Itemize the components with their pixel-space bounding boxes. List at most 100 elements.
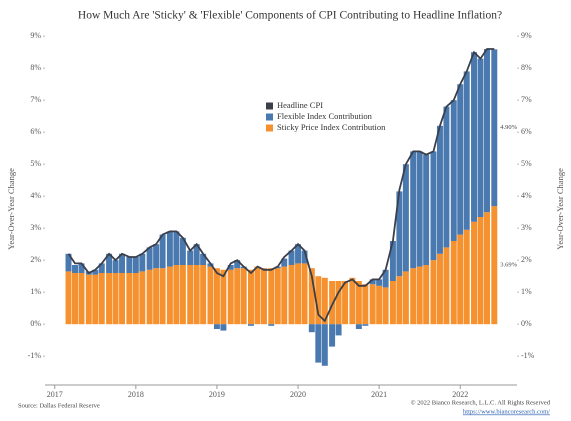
- sticky-bar: [274, 268, 281, 325]
- flexible-bar: [106, 253, 113, 273]
- flexible-bar: [295, 244, 302, 264]
- x-tick-label: 2019: [209, 390, 225, 399]
- sticky-bar: [477, 217, 484, 325]
- flexible-bar: [436, 125, 443, 254]
- cpi-line: [67, 48, 495, 323]
- y-tick-label: 5%: [30, 159, 41, 168]
- sticky-bar: [430, 260, 437, 325]
- x-tick-label: 2021: [371, 390, 387, 399]
- flexible-bar: [463, 71, 470, 230]
- flexible-bar: [112, 260, 119, 273]
- y2-tick-label: 0%: [521, 319, 532, 328]
- sticky-bar: [92, 274, 99, 325]
- flexible-bar: [321, 324, 328, 366]
- sticky-bar: [443, 247, 450, 325]
- sticky-bar: [369, 284, 376, 325]
- flexible-bar: [376, 279, 383, 286]
- sticky-bar: [416, 266, 423, 325]
- sticky-bar: [457, 234, 464, 325]
- flexible-bar: [200, 253, 207, 265]
- sticky-bar: [295, 263, 302, 325]
- flexible-bar: [416, 151, 423, 267]
- y2-tick-label: 4%: [521, 191, 532, 200]
- sticky-bar: [146, 269, 153, 325]
- flexible-bar: [430, 151, 437, 261]
- sticky-bar: [200, 265, 207, 325]
- x-tick-label: 2020: [290, 390, 306, 399]
- flexible-bar: [396, 191, 403, 277]
- flexible-bar: [443, 106, 450, 248]
- sticky-bar: [193, 265, 200, 325]
- y-tick-label: 3%: [30, 223, 41, 232]
- flexible-bar: [268, 324, 275, 326]
- sticky-bar: [396, 276, 403, 325]
- flexible-bar: [213, 324, 220, 329]
- legend-swatch: [266, 124, 273, 132]
- sticky-bar: [288, 265, 295, 325]
- flexible-bar: [126, 257, 133, 273]
- sticky-bar: [355, 281, 362, 325]
- sticky-bar: [335, 281, 342, 325]
- source: Source: Dallas Federal Reserve: [18, 402, 100, 409]
- legend-label: Headline CPI: [277, 100, 323, 110]
- flexible-bar: [92, 269, 99, 275]
- sticky-bar: [362, 284, 369, 325]
- y-tick-label: 4%: [30, 191, 41, 200]
- sticky-bar: [65, 271, 72, 325]
- sticky-bar: [254, 266, 261, 325]
- flexible-bar: [220, 324, 227, 331]
- flexible-bar: [179, 237, 186, 265]
- legend-swatch: [266, 113, 273, 121]
- sticky-bar: [410, 268, 417, 325]
- legend-label: Flexible Index Contribution: [277, 111, 373, 121]
- link[interactable]: https://www.biancoresearch.com/: [463, 408, 550, 415]
- y2-tick-label: -1%: [521, 351, 535, 360]
- flexible-bar: [450, 100, 457, 241]
- sticky-bar: [484, 212, 490, 325]
- sticky-bar: [342, 281, 349, 325]
- sticky-bar: [119, 273, 126, 325]
- sticky-bar: [382, 287, 389, 325]
- sticky-bar: [240, 268, 247, 325]
- flexible-bar: [389, 241, 396, 281]
- y-tick-label: 9%: [30, 31, 41, 40]
- flexible-bar: [308, 324, 315, 333]
- sticky-bar: [179, 265, 186, 325]
- y-tick-label: 8%: [30, 63, 41, 72]
- sticky-bar: [173, 265, 180, 325]
- flexible-bar: [423, 154, 430, 265]
- y2-tick-label: 3%: [521, 223, 532, 232]
- end-label: 3.69%: [500, 262, 517, 269]
- sticky-bar: [436, 253, 443, 325]
- x-tick-label: 2018: [128, 390, 144, 399]
- sticky-bar: [126, 273, 133, 325]
- sticky-bar: [166, 266, 173, 325]
- sticky-bar: [450, 241, 457, 325]
- flexible-bar: [119, 253, 126, 273]
- end-label: 4.90%: [500, 124, 517, 131]
- flexible-bar: [139, 253, 146, 272]
- sticky-bar: [491, 206, 498, 325]
- y-tick-label: -1%: [28, 351, 42, 360]
- sticky-bar: [471, 221, 478, 325]
- flexible-bar: [369, 279, 376, 285]
- sticky-bar: [315, 276, 322, 325]
- sticky-bar: [72, 273, 78, 325]
- flexible-bar: [78, 263, 85, 273]
- flexible-bar: [382, 269, 389, 288]
- sticky-bar: [139, 271, 146, 325]
- flexible-bar: [193, 244, 200, 265]
- sticky-bar: [106, 273, 113, 325]
- chart-title: How Much Are 'Sticky' & 'Flexible' Compo…: [78, 10, 502, 22]
- y2-tick-label: 9%: [521, 31, 532, 40]
- flexible-bar: [248, 324, 254, 326]
- sticky-bar: [349, 277, 356, 325]
- sticky-bar: [159, 268, 166, 325]
- sticky-bar: [402, 271, 409, 325]
- sticky-bar: [329, 281, 336, 325]
- sticky-bar: [220, 269, 227, 325]
- flexible-bar: [355, 324, 362, 329]
- flexible-bar: [65, 253, 72, 272]
- flexible-bar: [457, 84, 464, 235]
